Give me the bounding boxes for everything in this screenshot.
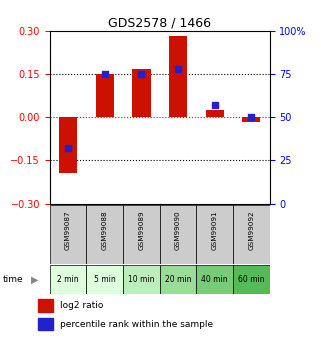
- Point: [102, 71, 107, 77]
- Bar: [233, 265, 270, 294]
- Point: [139, 71, 144, 77]
- Bar: [123, 205, 160, 264]
- Text: log2 ratio: log2 ratio: [60, 302, 103, 310]
- Bar: [86, 205, 123, 264]
- Bar: [86, 265, 123, 294]
- Text: GSM99091: GSM99091: [212, 210, 218, 249]
- Bar: [205, 110, 224, 117]
- Text: ▶: ▶: [30, 274, 38, 284]
- Text: 2 min: 2 min: [57, 275, 79, 284]
- Bar: [233, 205, 270, 264]
- Text: 5 min: 5 min: [94, 275, 116, 284]
- Bar: [169, 36, 187, 117]
- Bar: [39, 318, 53, 330]
- Point: [212, 102, 217, 108]
- Bar: [132, 69, 151, 117]
- Text: time: time: [3, 275, 24, 284]
- Bar: [196, 205, 233, 264]
- Text: GSM99089: GSM99089: [138, 210, 144, 249]
- Bar: [39, 299, 53, 312]
- Text: 10 min: 10 min: [128, 275, 155, 284]
- Bar: [50, 265, 86, 294]
- Text: GSM99088: GSM99088: [102, 210, 108, 249]
- Text: GSM99092: GSM99092: [248, 210, 254, 249]
- Bar: [196, 265, 233, 294]
- Bar: [160, 205, 196, 264]
- Bar: [50, 205, 86, 264]
- Text: GSM99087: GSM99087: [65, 210, 71, 249]
- Bar: [96, 73, 114, 117]
- Point: [65, 146, 71, 151]
- Bar: [59, 117, 77, 173]
- Title: GDS2578 / 1466: GDS2578 / 1466: [108, 17, 211, 30]
- Text: 40 min: 40 min: [201, 275, 228, 284]
- Point: [249, 115, 254, 120]
- Text: percentile rank within the sample: percentile rank within the sample: [60, 319, 213, 329]
- Point: [176, 66, 181, 72]
- Bar: [123, 265, 160, 294]
- Text: 20 min: 20 min: [165, 275, 191, 284]
- Text: GSM99090: GSM99090: [175, 210, 181, 249]
- Text: 60 min: 60 min: [238, 275, 265, 284]
- Bar: [160, 265, 196, 294]
- Bar: [242, 117, 260, 122]
